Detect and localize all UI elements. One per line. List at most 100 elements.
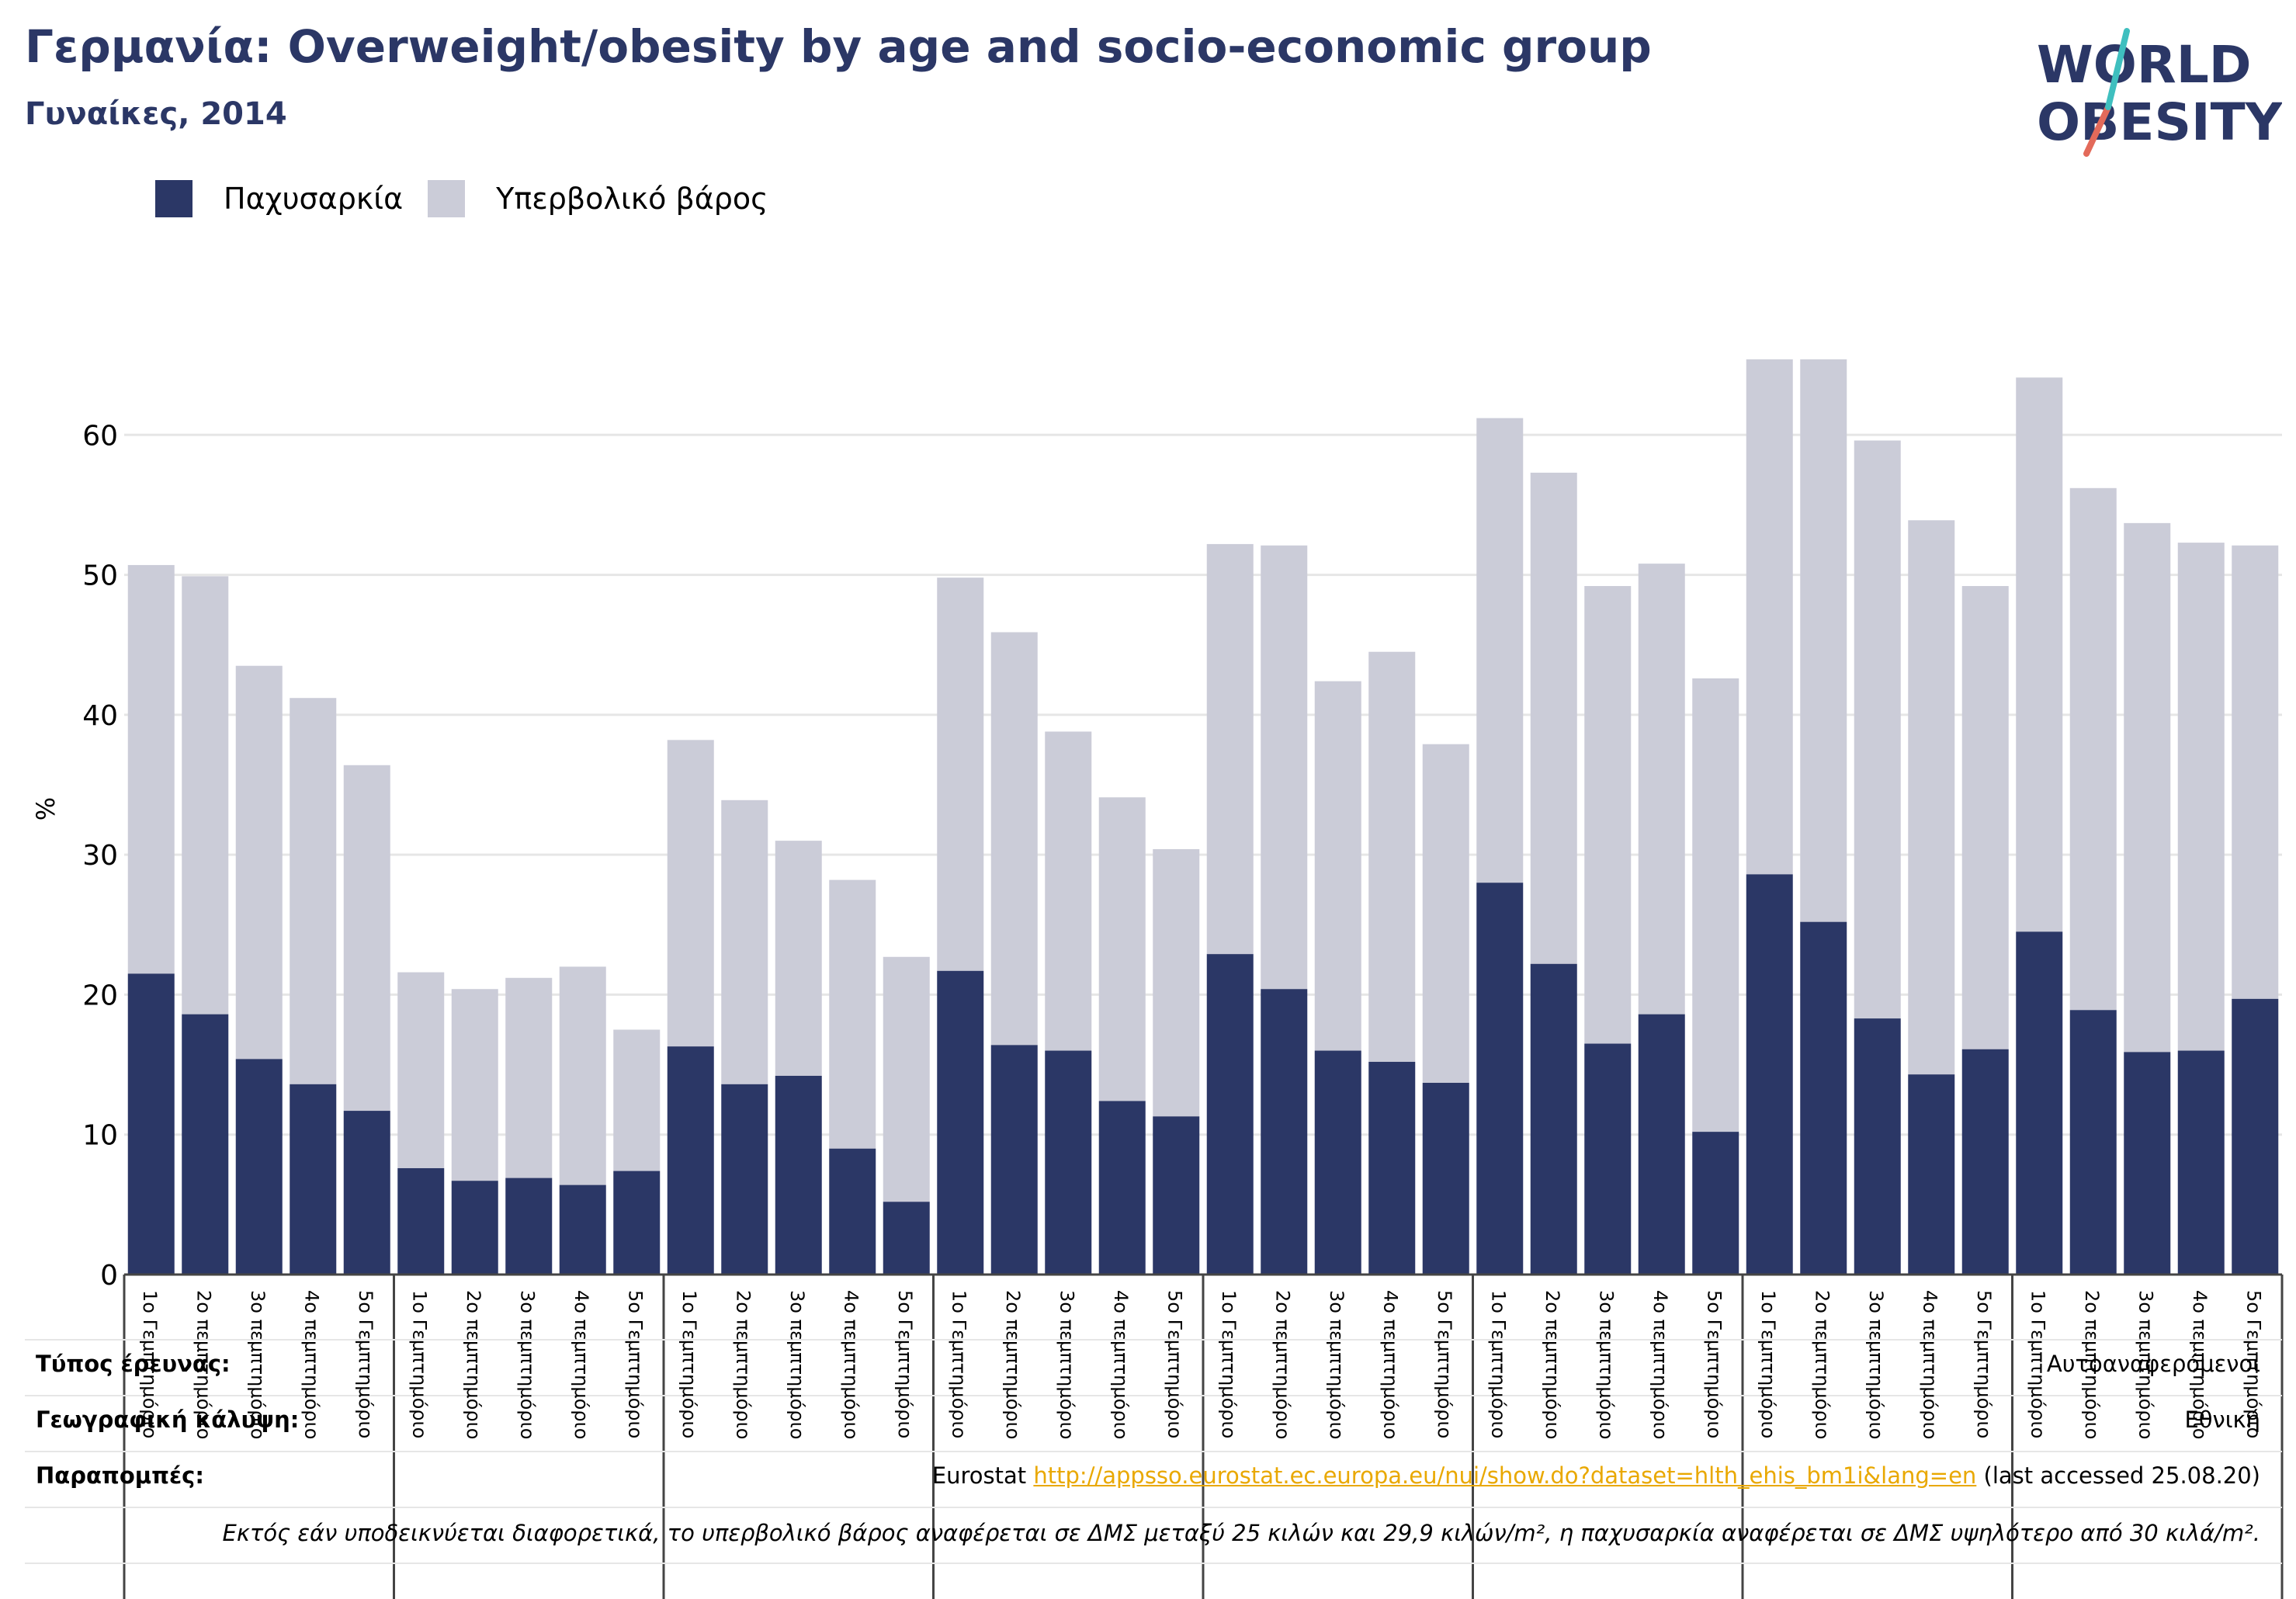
bar-overweight[interactable] bbox=[1638, 564, 1685, 1015]
bar-overweight[interactable] bbox=[667, 740, 714, 1047]
bar-overweight[interactable] bbox=[1476, 418, 1524, 883]
bar-obesity[interactable] bbox=[2232, 998, 2279, 1275]
bar-overweight[interactable] bbox=[1206, 543, 1254, 955]
reference-link[interactable]: http://appsso.eurostat.ec.europa.eu/nui/… bbox=[1033, 1462, 1977, 1489]
bar-obesity[interactable] bbox=[2177, 1050, 2225, 1275]
bar-overweight[interactable] bbox=[990, 632, 1038, 1046]
bar-overweight[interactable] bbox=[937, 578, 984, 971]
bar-overweight[interactable] bbox=[2016, 377, 2063, 932]
bar-obesity[interactable] bbox=[937, 970, 984, 1275]
x-tick-label: 4ο πεμπτημόριο bbox=[1919, 1290, 1941, 1439]
bar-overweight[interactable] bbox=[2124, 522, 2171, 1053]
bar-obesity[interactable] bbox=[1314, 1050, 1361, 1275]
bar-obesity[interactable] bbox=[2069, 1010, 2117, 1275]
bar-obesity[interactable] bbox=[397, 1167, 445, 1275]
y-axis-label: % bbox=[31, 797, 61, 820]
bar-overweight[interactable] bbox=[829, 879, 876, 1149]
coverage-value: Εθνική bbox=[2184, 1406, 2260, 1433]
bar-obesity[interactable] bbox=[1045, 1050, 1092, 1275]
logo-line2: OBESITY bbox=[2037, 92, 2282, 152]
coverage-label: Γεωγραφική κάλυψη: bbox=[36, 1406, 300, 1433]
bar-overweight[interactable] bbox=[883, 956, 930, 1202]
bar-overweight[interactable] bbox=[2177, 543, 2225, 1051]
bar-obesity[interactable] bbox=[1692, 1132, 1739, 1275]
bar-obesity[interactable] bbox=[1530, 963, 1577, 1275]
bar-overweight[interactable] bbox=[1261, 545, 1308, 990]
bar-obesity[interactable] bbox=[1261, 989, 1308, 1275]
x-tick-label: 1ο Γεμπτημόριο bbox=[678, 1290, 700, 1438]
bar-overweight[interactable] bbox=[1530, 472, 1577, 964]
bar-obesity[interactable] bbox=[1800, 921, 1847, 1275]
bar-overweight[interactable] bbox=[1800, 359, 1847, 922]
bar-obesity[interactable] bbox=[451, 1181, 498, 1275]
bar-obesity[interactable] bbox=[1746, 874, 1793, 1275]
bar-obesity[interactable] bbox=[235, 1059, 283, 1275]
bar-overweight[interactable] bbox=[559, 966, 606, 1185]
bar-overweight[interactable] bbox=[505, 977, 553, 1178]
bar-obesity[interactable] bbox=[1153, 1116, 1200, 1275]
x-tick-label: 3ο πεμπτημόριο bbox=[247, 1290, 269, 1439]
legend-item-overweight[interactable]: Υπερβολικό βάρος bbox=[428, 180, 768, 217]
bar-overweight[interactable] bbox=[1908, 520, 1955, 1075]
bar-overweight[interactable] bbox=[127, 564, 175, 974]
bar-obesity[interactable] bbox=[1908, 1074, 1955, 1275]
bar-overweight[interactable] bbox=[1153, 848, 1200, 1117]
bar-overweight[interactable] bbox=[1961, 585, 2009, 1049]
bar-overweight[interactable] bbox=[613, 1029, 661, 1171]
bar-overweight[interactable] bbox=[235, 665, 283, 1060]
bar-overweight[interactable] bbox=[1045, 731, 1092, 1051]
x-tick-label: 1ο Γεμπτημόριο bbox=[139, 1290, 161, 1438]
bar-obesity[interactable] bbox=[343, 1111, 390, 1275]
bar-obesity[interactable] bbox=[290, 1084, 337, 1275]
bar-overweight[interactable] bbox=[2069, 487, 2117, 1011]
bar-overweight[interactable] bbox=[451, 989, 498, 1181]
bar-obesity[interactable] bbox=[1422, 1083, 1469, 1275]
bar-obesity[interactable] bbox=[505, 1178, 553, 1275]
legend-swatch-obesity bbox=[155, 180, 192, 217]
x-tick-label: 4ο πεμπτημόριο bbox=[1649, 1290, 1671, 1439]
bar-obesity[interactable] bbox=[1206, 954, 1254, 1275]
bar-overweight[interactable] bbox=[1368, 651, 1416, 1062]
bar-obesity[interactable] bbox=[2016, 931, 2063, 1275]
bar-obesity[interactable] bbox=[1476, 883, 1524, 1275]
bar-obesity[interactable] bbox=[990, 1045, 1038, 1275]
bar-obesity[interactable] bbox=[829, 1148, 876, 1275]
bar-overweight[interactable] bbox=[1692, 678, 1739, 1132]
references-value: Eurostat http://appsso.eurostat.ec.europ… bbox=[932, 1462, 2260, 1489]
bar-overweight[interactable] bbox=[1098, 797, 1146, 1101]
bar-obesity[interactable] bbox=[1961, 1049, 2009, 1275]
bar-obesity[interactable] bbox=[182, 1014, 229, 1275]
legend-item-obesity[interactable]: Παχυσαρκία bbox=[155, 180, 403, 217]
bar-obesity[interactable] bbox=[883, 1202, 930, 1275]
bar-overweight[interactable] bbox=[775, 841, 822, 1076]
bar-obesity[interactable] bbox=[1098, 1101, 1146, 1275]
bar-overweight[interactable] bbox=[343, 765, 390, 1112]
bar-obesity[interactable] bbox=[559, 1185, 606, 1275]
bar-obesity[interactable] bbox=[721, 1084, 768, 1275]
bar-obesity[interactable] bbox=[1584, 1043, 1632, 1275]
bar-obesity[interactable] bbox=[667, 1046, 714, 1275]
bar-overweight[interactable] bbox=[721, 800, 768, 1084]
bar-obesity[interactable] bbox=[613, 1171, 661, 1275]
y-tick-label: 20 bbox=[82, 980, 118, 1011]
bar-obesity[interactable] bbox=[127, 973, 175, 1275]
bar-overweight[interactable] bbox=[1854, 440, 1901, 1019]
bar-obesity[interactable] bbox=[1638, 1014, 1685, 1275]
bar-overweight[interactable] bbox=[397, 972, 445, 1168]
bar-obesity[interactable] bbox=[1854, 1018, 1901, 1275]
bar-overweight[interactable] bbox=[1422, 744, 1469, 1084]
bars-layer bbox=[127, 359, 2279, 1275]
x-tick-label: 2ο πεμπτημόριο bbox=[1811, 1290, 1833, 1439]
x-tick-label: 2ο πεμπτημόριο bbox=[1542, 1290, 1563, 1439]
bar-overweight[interactable] bbox=[1314, 681, 1361, 1051]
x-tick-label: 4ο πεμπτημόριο bbox=[300, 1290, 322, 1439]
bar-overweight[interactable] bbox=[1584, 585, 1632, 1044]
bar-obesity[interactable] bbox=[2124, 1052, 2171, 1275]
legend-label-obesity: Παχυσαρκία bbox=[224, 182, 404, 216]
bar-obesity[interactable] bbox=[1368, 1061, 1416, 1275]
bar-overweight[interactable] bbox=[290, 698, 337, 1084]
bar-obesity[interactable] bbox=[775, 1075, 822, 1275]
bar-overweight[interactable] bbox=[1746, 359, 1793, 875]
bar-overweight[interactable] bbox=[2232, 545, 2279, 999]
bar-overweight[interactable] bbox=[182, 576, 229, 1015]
